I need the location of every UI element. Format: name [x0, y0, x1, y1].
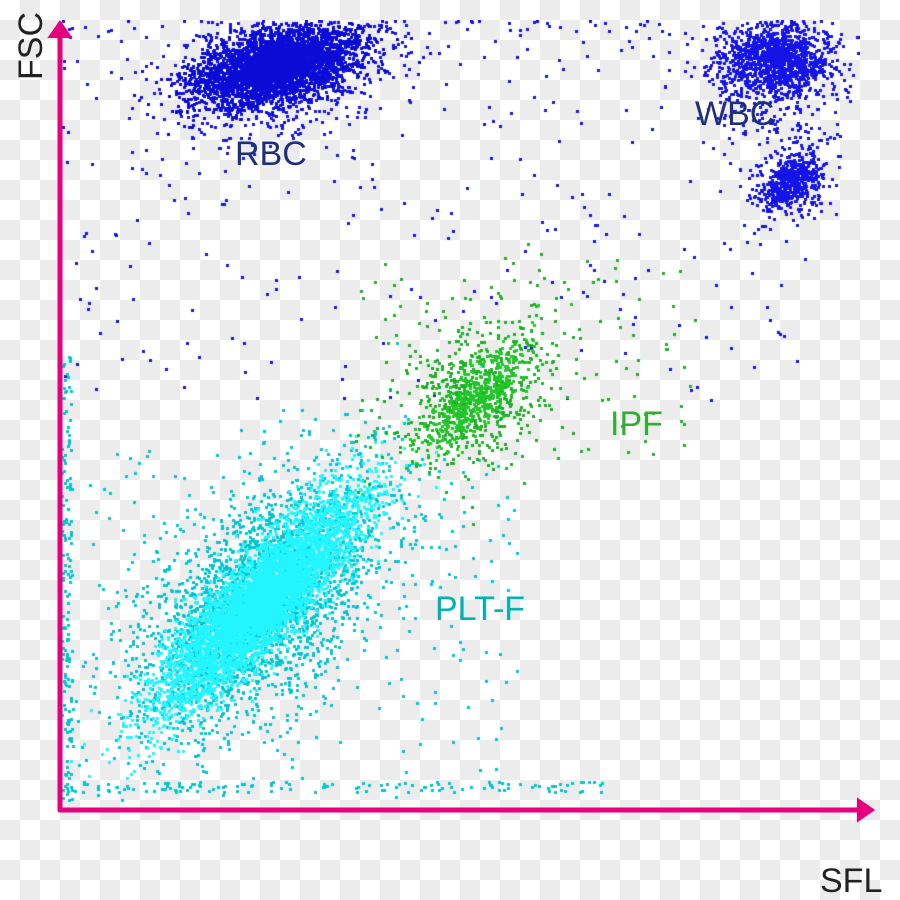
- cluster-label-pltf: PLT-F: [435, 590, 525, 629]
- x-axis-label: SFL: [820, 862, 882, 900]
- scatter-canvas: [60, 20, 860, 810]
- stage: FSC SFL PLT-F IPF RBC WBC: [0, 0, 900, 900]
- scatter-plot: [60, 20, 860, 810]
- cluster-label-wbc: WBC: [695, 95, 774, 134]
- cluster-label-rbc: RBC: [235, 135, 307, 174]
- y-axis-label: FSC: [12, 12, 51, 80]
- cluster-label-ipf: IPF: [610, 405, 663, 444]
